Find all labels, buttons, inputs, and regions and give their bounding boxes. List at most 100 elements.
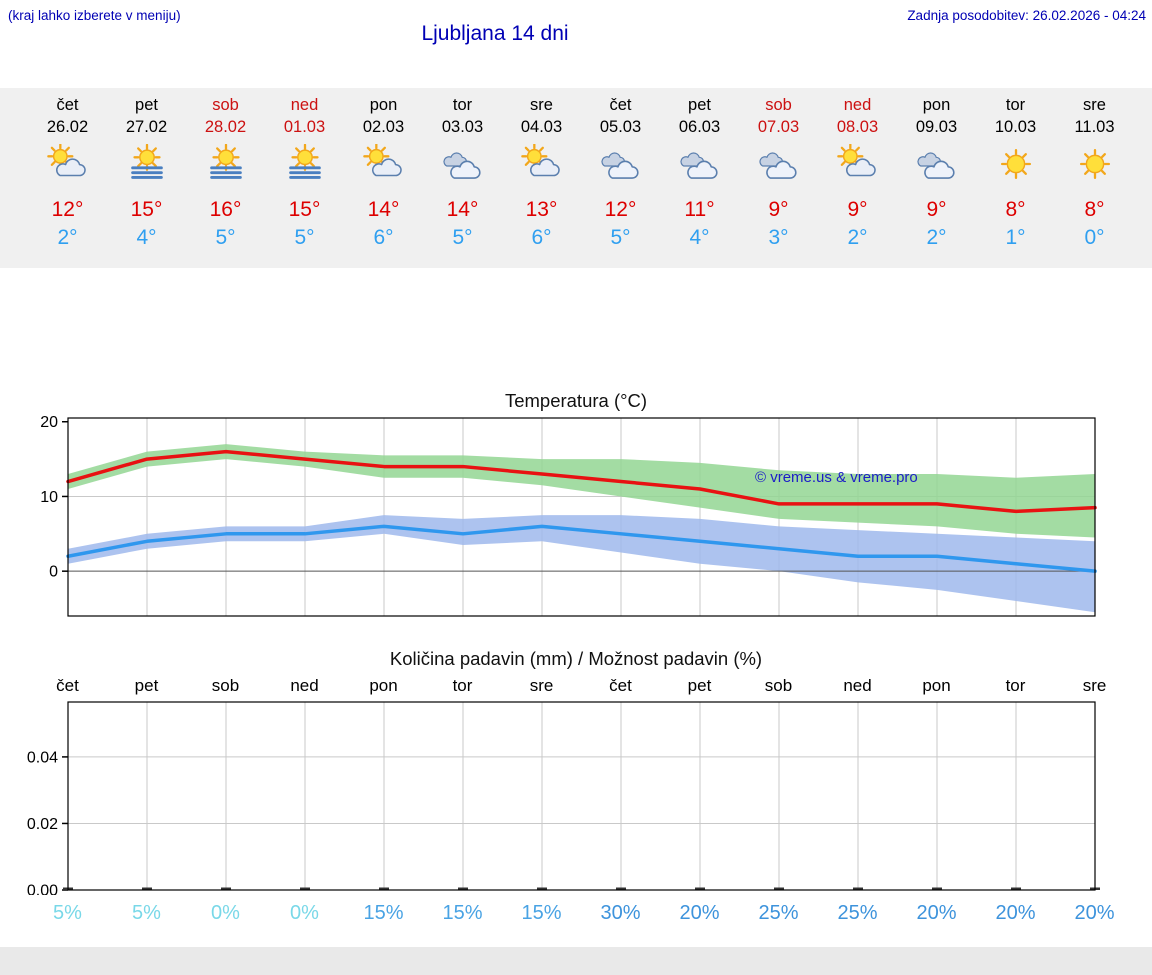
temp-max: 8° [1084, 198, 1105, 221]
temp-min: 1° [1005, 226, 1026, 249]
sun-fog-icon [186, 140, 265, 192]
day-date: 26.02 [46, 118, 89, 136]
sunny-icon [1055, 140, 1134, 192]
sun-cloud-icon [818, 140, 897, 192]
temp-max: 12° [604, 198, 637, 221]
forecast-day[interactable]: čet 26.02 12° 2° [28, 94, 107, 254]
precip-probability: 20% [1074, 902, 1115, 924]
temp-min: 5° [452, 226, 473, 249]
precip-day-label: sre [1082, 676, 1107, 695]
day-name: tor [452, 96, 473, 114]
sun-cloud-icon [344, 140, 423, 192]
temp-max: 14° [367, 198, 400, 221]
precip-day-label: pon [369, 676, 398, 695]
temp-min: 5° [215, 226, 236, 249]
precip-day-label: sob [211, 676, 240, 695]
day-date: 09.03 [915, 118, 958, 136]
precip-bar [300, 887, 310, 890]
precip-bar [221, 887, 231, 890]
precip-probability: 15% [363, 902, 404, 924]
temp-ytick-label: 0 [49, 564, 58, 581]
cloudy-icon [423, 140, 502, 192]
precip-probability: 30% [600, 902, 641, 924]
cloudy-icon [897, 140, 976, 192]
day-name: pet [135, 96, 158, 114]
precip-bar [1011, 887, 1021, 890]
day-date: 02.03 [362, 118, 405, 136]
precip-day-labels-row: čet pet sob ned pon tor sre čet pet sob ned pon tor s… [28, 676, 1134, 696]
precip-probability: 25% [837, 902, 878, 924]
forecast-day[interactable]: sre 04.03 13° 6° [502, 94, 581, 254]
day-name: ned [290, 96, 319, 114]
precip-probability: 20% [995, 902, 1036, 924]
temp-max: 15° [130, 198, 163, 221]
forecast-day[interactable]: tor 03.03 14° 5° [423, 94, 502, 254]
day-date: 10.03 [994, 118, 1037, 136]
precip-day-label: tor [452, 676, 473, 695]
day-name: pon [922, 96, 951, 114]
day-name: pet [688, 96, 711, 114]
temp-min: 0° [1084, 226, 1105, 249]
forecast-day[interactable]: pon 02.03 14° 6° [344, 94, 423, 254]
day-date: 07.03 [757, 118, 800, 136]
forecast-band: čet 26.02 12° 2° pet 27.02 15° 4° sob 28.02 16° 5° n… [0, 88, 1152, 268]
day-date: 11.03 [1074, 118, 1115, 136]
precip-day-label: pet [687, 676, 712, 695]
temp-min: 3° [768, 226, 789, 249]
forecast-day[interactable]: sob 28.02 16° 5° [186, 94, 265, 254]
temp-max: 15° [288, 198, 321, 221]
day-date: 28.02 [204, 118, 247, 136]
day-name: čet [56, 96, 79, 114]
day-name: pon [369, 96, 398, 114]
precip-day-label: čet [609, 676, 632, 695]
forecast-day[interactable]: sre 11.03 8° 0° [1055, 94, 1134, 254]
forecast-day[interactable]: čet 05.03 12° 5° [581, 94, 660, 254]
precip-bar [142, 887, 152, 890]
precip-bar [932, 887, 942, 890]
precip-day-label: ned [290, 676, 319, 695]
watermark-link[interactable]: © vreme.us & vreme.pro [755, 469, 918, 486]
forecast-day[interactable]: tor 10.03 8° 1° [976, 94, 1055, 254]
sun-cloud-icon [502, 140, 581, 192]
precip-probability: 25% [758, 902, 799, 924]
day-name: ned [843, 96, 872, 114]
precip-day-label: pon [922, 676, 951, 695]
precip-day-label: ned [843, 676, 872, 695]
day-date: 01.03 [283, 118, 326, 136]
forecast-day[interactable]: ned 08.03 9° 2° [818, 94, 897, 254]
temperature-chart: 0 10 20 © vreme.us & vreme.pro [40, 414, 1097, 617]
temp-min: 6° [373, 226, 394, 249]
temperature-chart-title: Temperatura (°C) [504, 390, 648, 411]
sun-fog-icon [265, 140, 344, 192]
precip-day-label: čet [56, 676, 79, 695]
temp-max: 8° [1005, 198, 1026, 221]
forecast-day[interactable]: sob 07.03 9° 3° [739, 94, 818, 254]
precip-ytick-label: 0.04 [27, 749, 58, 766]
day-name: sob [212, 96, 239, 114]
cloudy-icon [581, 140, 660, 192]
precip-bar [774, 887, 784, 890]
day-date: 05.03 [599, 118, 642, 136]
menu-hint: (kraj lahko izberete v meniju) [8, 8, 181, 23]
forecast-day[interactable]: pon 09.03 9° 2° [897, 94, 976, 254]
day-name: čet [609, 96, 632, 114]
temp-min: 5° [610, 226, 631, 249]
temp-min: 5° [294, 226, 315, 249]
precip-probability: 5% [132, 902, 161, 924]
precip-probability: 5% [53, 902, 82, 924]
page-title: Ljubljana 14 dni [421, 22, 569, 45]
temp-min: 4° [136, 226, 157, 249]
sun-cloud-icon [28, 140, 107, 192]
precip-ytick-label: 0.02 [27, 816, 58, 833]
forecast-day[interactable]: pet 06.03 11° 4° [660, 94, 739, 254]
temp-max: 9° [768, 198, 789, 221]
forecast-day[interactable]: pet 27.02 15° 4° [107, 94, 186, 254]
temp-max: 16° [209, 198, 242, 221]
temp-max: 9° [847, 198, 868, 221]
temp-ytick-label: 20 [40, 414, 58, 431]
temp-min: 6° [531, 226, 552, 249]
forecast-day[interactable]: ned 01.03 15° 5° [265, 94, 344, 254]
precip-bar [379, 887, 389, 890]
temp-min: 2° [57, 226, 78, 249]
day-date: 04.03 [520, 118, 563, 136]
